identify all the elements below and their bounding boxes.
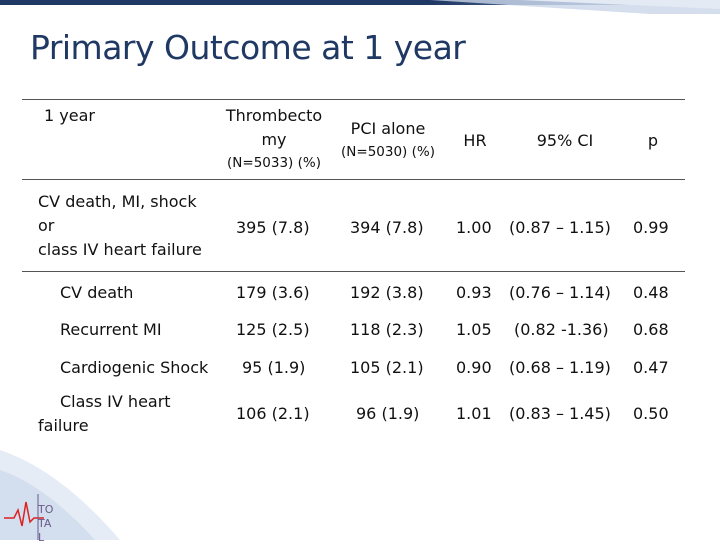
- ci-value: (0.87 – 1.15): [509, 218, 611, 237]
- top-decorative-band: [0, 0, 720, 14]
- ci-value: (0.83 – 1.45): [509, 404, 611, 423]
- pci-alone-value: 192 (3.8): [350, 283, 424, 302]
- thrombectomy-value: 179 (3.6): [236, 283, 310, 302]
- row-label: Class IV heart: [60, 392, 171, 411]
- ci-value: (0.82 -1.36): [514, 320, 609, 339]
- logo-text-line2: TA: [38, 517, 52, 530]
- row-label: CV death, MI, shock: [38, 192, 197, 211]
- row-label: or: [38, 216, 55, 235]
- thrombectomy-value: 395 (7.8): [236, 218, 310, 237]
- slide-title: Primary Outcome at 1 year: [30, 28, 466, 67]
- logo-text-line3: L: [38, 531, 45, 544]
- hr-value: 0.90: [456, 358, 492, 377]
- hr-value: 1.05: [456, 320, 492, 339]
- ecg-heartbeat-icon: [4, 492, 44, 540]
- logo-text-line1: TO: [38, 503, 54, 516]
- thrombectomy-value: 95 (1.9): [242, 358, 306, 377]
- pci-alone-value: 118 (2.3): [350, 320, 424, 339]
- row-label: Cardiogenic Shock: [60, 358, 209, 377]
- header-95ci: 95% CI: [536, 131, 594, 150]
- hr-value: 1.00: [456, 218, 492, 237]
- pci-alone-value: 96 (1.9): [356, 404, 420, 423]
- header-p: p: [647, 131, 659, 150]
- table-top-rule: [22, 99, 685, 100]
- hr-value: 1.01: [456, 404, 492, 423]
- pci-alone-value: 105 (2.1): [350, 358, 424, 377]
- header-thrombectomy-n: (N=5033) (%): [227, 155, 321, 171]
- thrombectomy-value: 106 (2.1): [236, 404, 310, 423]
- pci-alone-value: 394 (7.8): [350, 218, 424, 237]
- p-value: 0.68: [633, 320, 669, 339]
- row-label: Recurrent MI: [60, 320, 162, 339]
- header-hr: HR: [463, 131, 487, 150]
- header-1-year: 1 year: [44, 106, 95, 125]
- ci-value: (0.76 – 1.14): [509, 283, 611, 302]
- p-value: 0.50: [633, 404, 669, 423]
- row-label: CV death: [60, 283, 134, 302]
- table-section-rule: [22, 271, 685, 272]
- table-header-rule: [22, 179, 685, 180]
- header-pci-alone: PCI alone: [350, 119, 426, 138]
- hr-value: 0.93: [456, 283, 492, 302]
- header-pci-alone-n: (N=5030) (%): [341, 144, 435, 160]
- bottom-decorative-swoosh: [0, 440, 120, 540]
- ci-value: (0.68 – 1.19): [509, 358, 611, 377]
- thrombectomy-value: 125 (2.5): [236, 320, 310, 339]
- row-label: class IV heart failure: [38, 240, 202, 259]
- header-thrombectomy-line1: Thrombecto: [225, 106, 323, 125]
- header-thrombectomy-line2: my: [261, 130, 287, 149]
- p-value: 0.99: [633, 218, 669, 237]
- row-label: failure: [38, 416, 89, 435]
- p-value: 0.47: [633, 358, 669, 377]
- p-value: 0.48: [633, 283, 669, 302]
